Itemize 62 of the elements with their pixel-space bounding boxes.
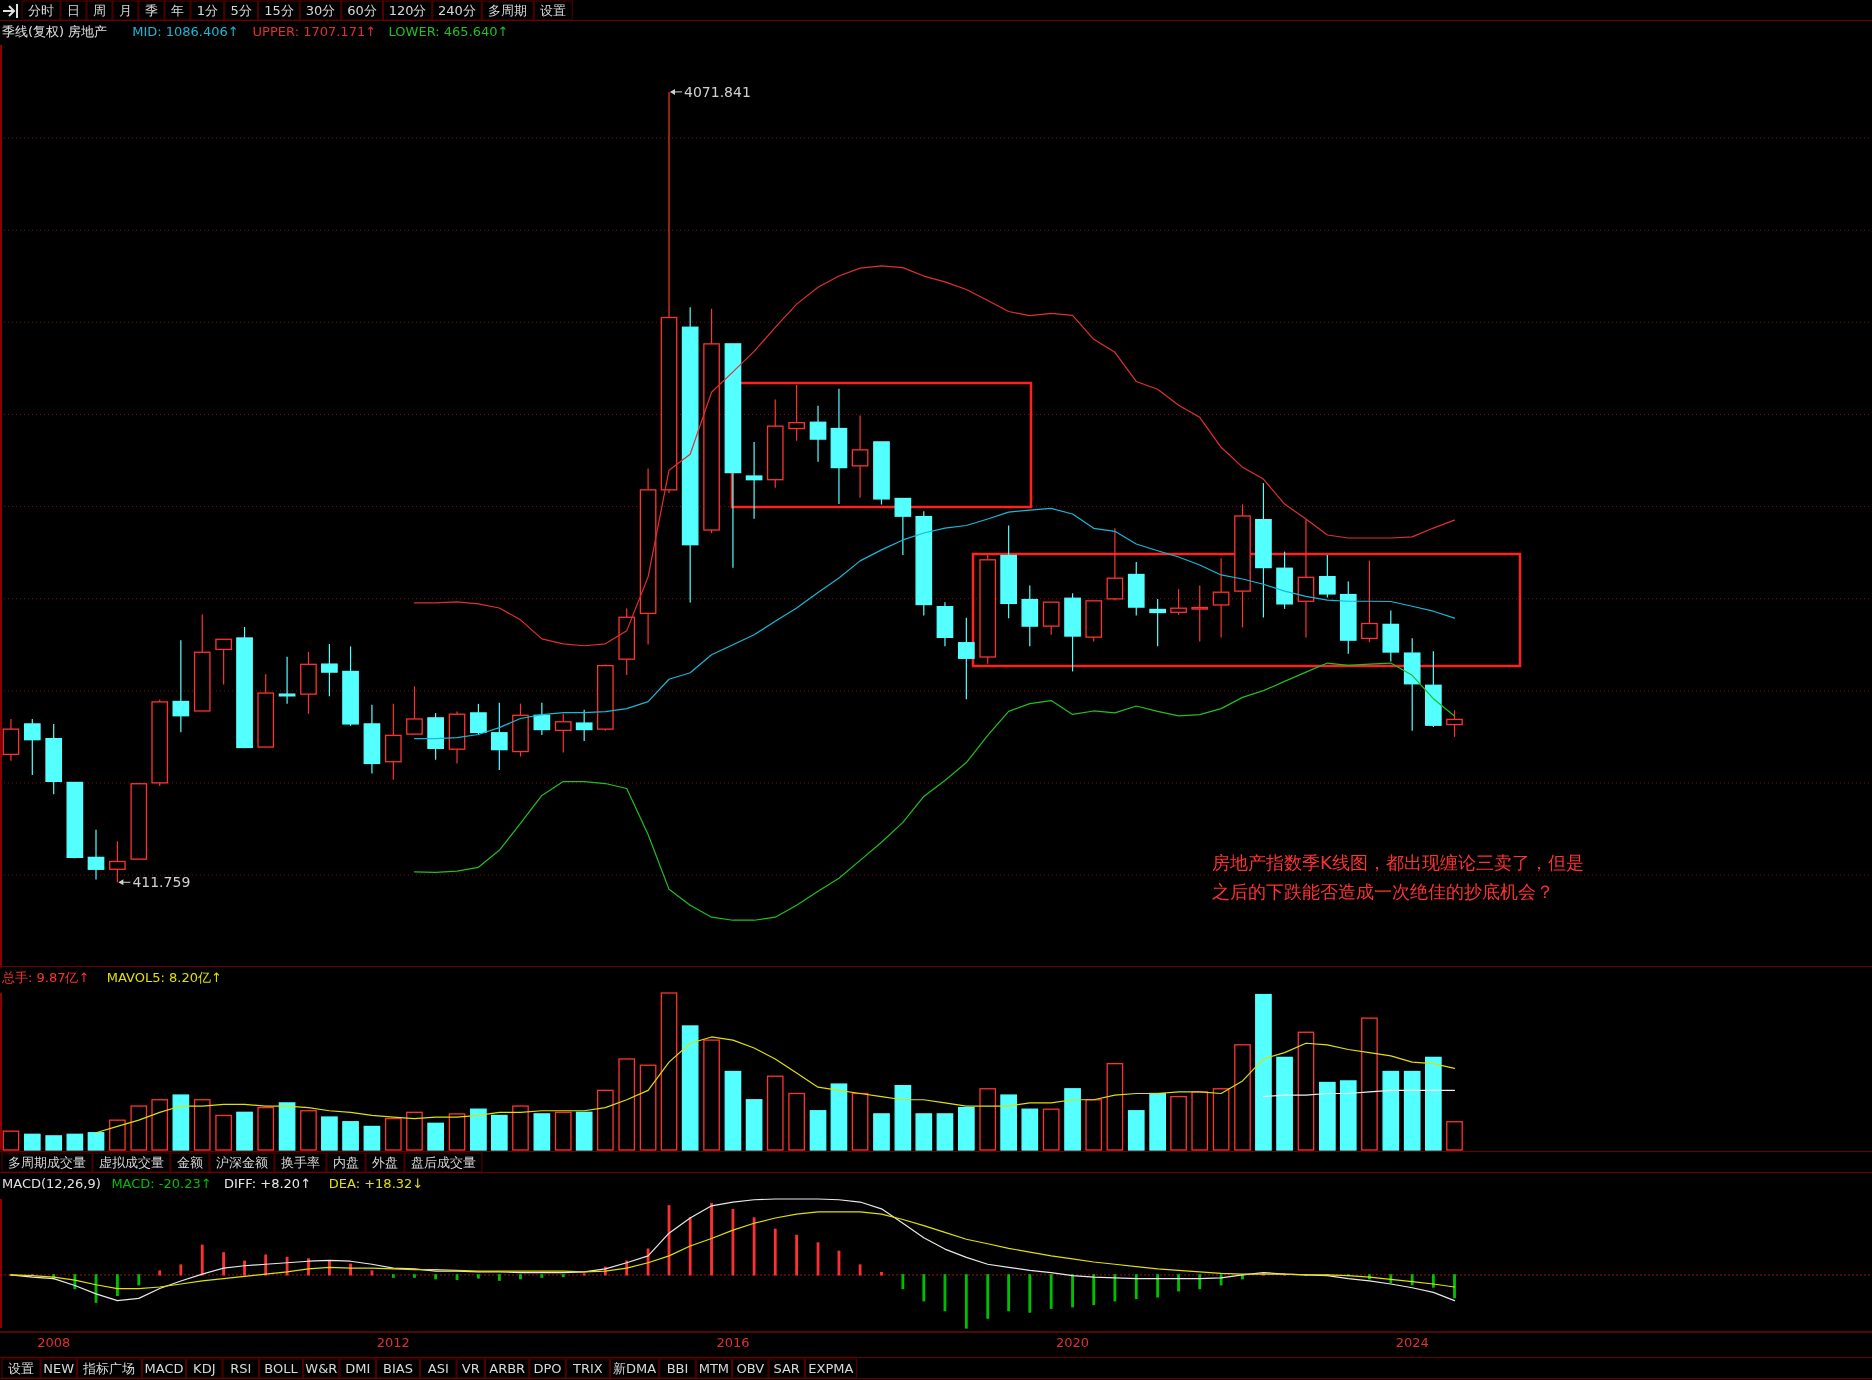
- text: 季: [145, 3, 158, 18]
- text: DPO: [533, 1361, 562, 1376]
- text: 金额: [177, 1155, 203, 1170]
- text: 设置: [8, 1361, 34, 1376]
- text: MACD: -20.23↑: [111, 1176, 212, 1191]
- text: 外盘: [372, 1155, 398, 1170]
- text: MID: 1086.406↑: [132, 24, 239, 39]
- annotation: 4071.841: [684, 83, 751, 100]
- text: NEW: [43, 1361, 75, 1376]
- text: 盘后成交量: [411, 1155, 476, 1170]
- text: LOWER: 465.640↑: [388, 24, 509, 39]
- x-tick-label: 2008: [37, 1335, 71, 1350]
- text: W&R: [305, 1361, 338, 1376]
- text: TRIX: [571, 1361, 603, 1376]
- text: 多周期成交量: [8, 1155, 86, 1170]
- text: 多周期: [488, 3, 528, 18]
- text: 年: [171, 3, 184, 18]
- text: 分时: [28, 3, 54, 18]
- text: 总手: 9.87亿↑: [1, 970, 90, 985]
- text: EXPMA: [808, 1361, 854, 1376]
- annotation: 房地产指数季K线图，都出现缠论三卖了，但是之后的下跌能否造成一次绝佳的抄底机会？: [1212, 852, 1584, 902]
- text: 30分: [305, 3, 336, 18]
- text: 60分: [347, 3, 377, 18]
- chart-title: MACD(12,26,9): [2, 1176, 101, 1191]
- text: RSI: [230, 1361, 252, 1376]
- text: 240分: [438, 3, 476, 18]
- text: 沪深金额: [216, 1155, 268, 1170]
- text: 1分: [196, 3, 219, 18]
- text: MTM: [698, 1361, 730, 1376]
- text: 换手率: [281, 1155, 320, 1170]
- text: BBI: [666, 1361, 689, 1376]
- annotation: 411.759: [132, 874, 191, 891]
- x-tick-label: 2012: [376, 1335, 410, 1350]
- text: UPPER: 1707.171↑: [252, 24, 377, 39]
- text: MACD: [144, 1361, 184, 1376]
- text: DEA: +18.32↓: [328, 1176, 424, 1191]
- text: BIAS: [383, 1361, 413, 1376]
- text: 5分: [230, 3, 252, 18]
- chart-title: 季线(复权) 房地产: [2, 24, 108, 39]
- text: 指标广场: [82, 1361, 136, 1376]
- text: ARBR: [489, 1361, 526, 1376]
- text: DIFF: +8.20↑: [224, 1176, 312, 1191]
- text: 日: [67, 3, 80, 18]
- text: VR: [461, 1361, 480, 1376]
- text: SAR: [773, 1361, 800, 1376]
- text: 新DMA: [613, 1361, 657, 1376]
- text: 120分: [388, 3, 427, 18]
- text: 月: [119, 3, 132, 18]
- text: 内盘: [333, 1155, 359, 1170]
- x-tick-label: 2024: [1395, 1335, 1429, 1350]
- text: MAVOL5: 8.20亿↑: [106, 970, 222, 985]
- text: KDJ: [193, 1361, 216, 1376]
- text: 虚拟成交量: [99, 1155, 164, 1170]
- text: ASI: [427, 1361, 449, 1376]
- x-tick-label: 2020: [1056, 1335, 1090, 1350]
- text: 15分: [264, 3, 294, 18]
- text: OBV: [736, 1361, 765, 1376]
- text: DMI: [345, 1361, 371, 1376]
- text: 设置: [540, 3, 567, 18]
- text: 周: [93, 3, 106, 18]
- text: BOLL: [264, 1361, 299, 1376]
- x-tick-label: 2016: [716, 1335, 750, 1350]
